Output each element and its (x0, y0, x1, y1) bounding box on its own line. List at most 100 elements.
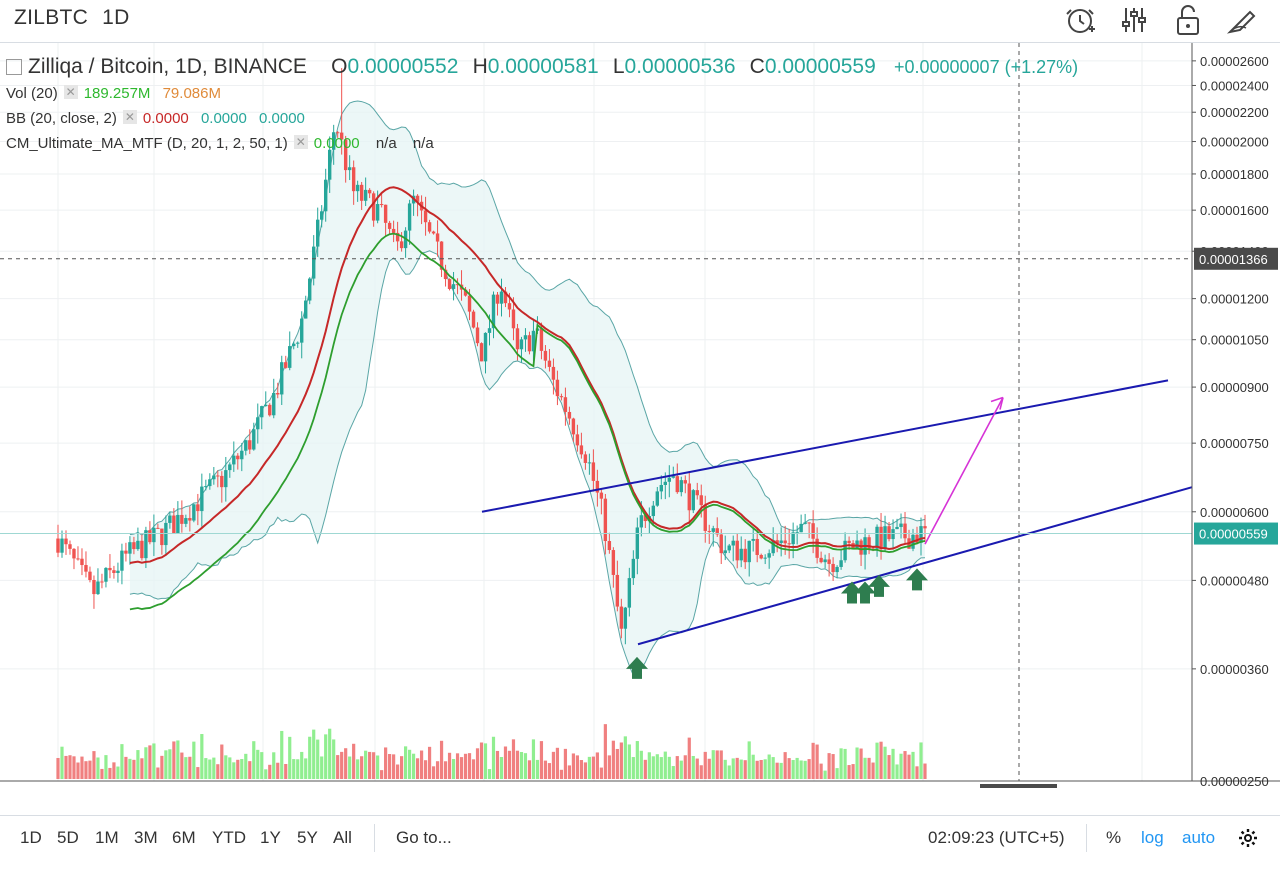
range-3m[interactable]: 3M (134, 828, 158, 847)
volume-bar (703, 751, 707, 779)
volume-bar (767, 754, 771, 779)
goto-date-button[interactable]: Go to... (396, 828, 452, 847)
ma-label[interactable]: CM_Ultimate_MA_MTF (D, 20, 1, 2, 50, 1) (6, 135, 288, 152)
volume-bar (120, 744, 124, 779)
candle-body (188, 518, 192, 521)
volume-bar (795, 757, 799, 779)
settings-gear-icon[interactable] (1238, 828, 1258, 853)
indicators-icon[interactable] (1116, 2, 1152, 38)
candle-body (823, 559, 827, 563)
volume-bar (495, 750, 500, 779)
range-5y[interactable]: 5Y (297, 828, 318, 847)
volume-label[interactable]: Vol (20) (6, 85, 58, 102)
volume-bar (563, 748, 568, 779)
volume-bar (400, 756, 404, 779)
volume-bar (575, 755, 580, 779)
volume-bar (116, 766, 120, 779)
range-all[interactable]: All (333, 828, 352, 847)
unlock-icon[interactable] (1170, 2, 1206, 38)
volume-bar (208, 759, 212, 779)
range-1y[interactable]: 1Y (260, 828, 281, 847)
alarm-add-icon[interactable] (1062, 2, 1098, 38)
volume-bar (164, 750, 168, 779)
volume-bar (643, 759, 647, 779)
candle-body (467, 295, 472, 312)
auto-scale-toggle[interactable]: auto (1182, 828, 1216, 847)
bb-lower-value: 0.0000 (259, 110, 305, 127)
range-5d[interactable]: 5D (57, 828, 79, 847)
candle-body (547, 360, 552, 367)
volume-bar (260, 752, 264, 779)
candle-body (64, 538, 68, 545)
clock-timezone[interactable]: 02:09:23 (UTC+5) (928, 828, 1065, 847)
volume-bar (148, 745, 152, 779)
log-scale-toggle[interactable]: log (1141, 828, 1164, 847)
volume-bar (691, 755, 695, 779)
ma-remove-icon[interactable]: ✕ (293, 135, 308, 150)
volume-bar (887, 755, 891, 779)
candle-body (140, 540, 144, 559)
candle-body (819, 557, 823, 563)
candle-body (583, 454, 588, 463)
ma-value: 0.0000 (313, 135, 360, 152)
volume-bar (264, 769, 268, 779)
volume-remove-icon[interactable]: ✕ (63, 85, 78, 100)
bb-basis-value: 0.0000 (142, 110, 189, 127)
candle-body (443, 269, 448, 280)
collapse-legend-toggle[interactable] (6, 59, 22, 76)
symbol-header[interactable]: ZILBTC 1D (14, 6, 130, 30)
volume-bar (711, 750, 715, 779)
candle-body (695, 490, 699, 496)
candle-body (108, 567, 112, 571)
ohlc-high: H0.00000581 (472, 55, 599, 78)
candle-body (551, 366, 556, 380)
last-price-badge (1194, 522, 1278, 545)
volume-bar (216, 764, 220, 779)
volume-bar (380, 770, 384, 779)
volume-bar (256, 749, 260, 779)
volume-bar (491, 736, 496, 779)
bb-remove-icon[interactable]: ✕ (122, 110, 137, 125)
candle-body (739, 548, 743, 561)
chart-pane[interactable]: 0.00002600 0.00002400 0.00002200 0.00002000… (0, 43, 1280, 807)
volume-bar (124, 756, 128, 779)
last-price-label: 0.00000559 (1199, 527, 1268, 542)
support-arrow-icon (906, 568, 928, 591)
volume-bar (687, 737, 691, 779)
volume-bar (735, 757, 739, 779)
volume-bar (372, 752, 376, 779)
volume-bar (743, 760, 747, 779)
volume-bar (579, 760, 583, 779)
interval-label[interactable]: 1D (102, 6, 130, 29)
candle-body (156, 527, 160, 529)
candle-body (763, 557, 767, 559)
volume-bar (60, 746, 64, 779)
volume-bar (867, 757, 871, 779)
range-ytd[interactable]: YTD (212, 828, 246, 847)
drawing-tools-icon[interactable] (1224, 2, 1260, 38)
volume-bar (156, 767, 160, 779)
volume-bar (431, 766, 436, 779)
range-1d[interactable]: 1D (20, 828, 42, 847)
volume-bar (519, 751, 524, 779)
volume-bar (695, 758, 699, 779)
candle-body (112, 570, 116, 574)
ohlc-close: C0.00000559 (749, 55, 876, 78)
toolbar-divider (1086, 824, 1087, 852)
volume-bar (863, 757, 867, 779)
bb-label[interactable]: BB (20, close, 2) (6, 110, 117, 127)
symbol-name[interactable]: ZILBTC (14, 6, 89, 29)
price-chart-svg[interactable]: 0.00002600 0.00002400 0.00002200 0.00002000… (0, 43, 1280, 807)
volume-bar (707, 758, 711, 779)
candle-body (284, 362, 288, 368)
range-1m[interactable]: 1M (95, 828, 119, 847)
candle-body (300, 318, 304, 343)
candle-body (595, 480, 600, 493)
candle-body (351, 167, 356, 192)
range-6m[interactable]: 6M (172, 828, 196, 847)
percent-scale-toggle[interactable]: % (1106, 828, 1122, 847)
volume-bar (68, 755, 72, 779)
price-tick-label: 0.00000750 (1200, 436, 1269, 451)
volume-bar (511, 739, 516, 779)
volume-bar (923, 763, 927, 779)
